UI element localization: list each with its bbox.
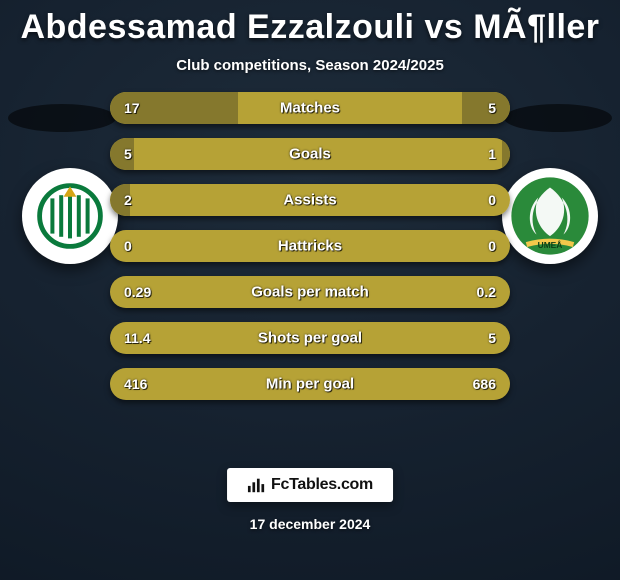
stat-rows: 17 Matches 5 5 Goals 1 2 Assists 0 0 Hattricks 0 0.2…	[110, 92, 510, 400]
stat-value-left: 416	[124, 376, 147, 392]
stat-value-left: 0.29	[124, 284, 151, 300]
footer-date: 17 december 2024	[250, 516, 371, 532]
stat-value-right: 5	[488, 100, 496, 116]
player-shadow-left	[8, 104, 116, 132]
club-badge-left	[22, 168, 118, 264]
stat-value-left: 2	[124, 192, 132, 208]
svg-text:UMEÅ: UMEÅ	[538, 240, 563, 250]
stat-label: Goals per match	[251, 284, 369, 301]
stat-row: 5 Goals 1	[110, 138, 510, 170]
brand-text: FcTables.com	[271, 476, 373, 494]
club-badge-right: UMEÅ	[502, 168, 598, 264]
stat-label: Assists	[283, 192, 336, 209]
player-shadow-right	[504, 104, 612, 132]
comparison-body: UMEÅ 17 Matches 5 5 Goals 1 2 Assists 0 0 Hattrick…	[0, 92, 620, 580]
stat-value-left: 0	[124, 238, 132, 254]
betis-crest-icon	[30, 176, 110, 256]
stat-value-left: 5	[124, 146, 132, 162]
stat-value-right: 0.2	[477, 284, 496, 300]
stat-fill-right	[502, 138, 510, 170]
stat-label: Shots per goal	[258, 330, 362, 347]
stat-value-right: 1	[488, 146, 496, 162]
stat-value-left: 11.4	[124, 330, 150, 346]
stat-fill-right	[462, 92, 510, 124]
footer: FcTables.com 17 december 2024	[227, 468, 393, 532]
stat-row: 17 Matches 5	[110, 92, 510, 124]
stat-row: 416 Min per goal 686	[110, 368, 510, 400]
stat-value-right: 5	[488, 330, 496, 346]
stat-row: 0 Hattricks 0	[110, 230, 510, 262]
stat-row: 11.4 Shots per goal 5	[110, 322, 510, 354]
stat-value-left: 17	[124, 100, 140, 116]
stat-row: 2 Assists 0	[110, 184, 510, 216]
stat-value-right: 686	[473, 376, 496, 392]
page-title: Abdessamad Ezzalzouli vs MÃ¶ller	[20, 8, 599, 47]
stat-value-right: 0	[488, 192, 496, 208]
bars-icon	[247, 476, 265, 494]
stat-value-right: 0	[488, 238, 496, 254]
stat-label: Goals	[289, 146, 331, 163]
bjorkloven-crest-icon: UMEÅ	[508, 174, 592, 258]
comparison-card: Abdessamad Ezzalzouli vs MÃ¶ller Club co…	[0, 0, 620, 580]
brand-box: FcTables.com	[227, 468, 393, 502]
stat-label: Hattricks	[278, 238, 342, 255]
page-subtitle: Club competitions, Season 2024/2025	[176, 57, 444, 74]
stat-label: Min per goal	[266, 376, 354, 393]
stat-label: Matches	[280, 100, 340, 117]
stat-row: 0.29 Goals per match 0.2	[110, 276, 510, 308]
